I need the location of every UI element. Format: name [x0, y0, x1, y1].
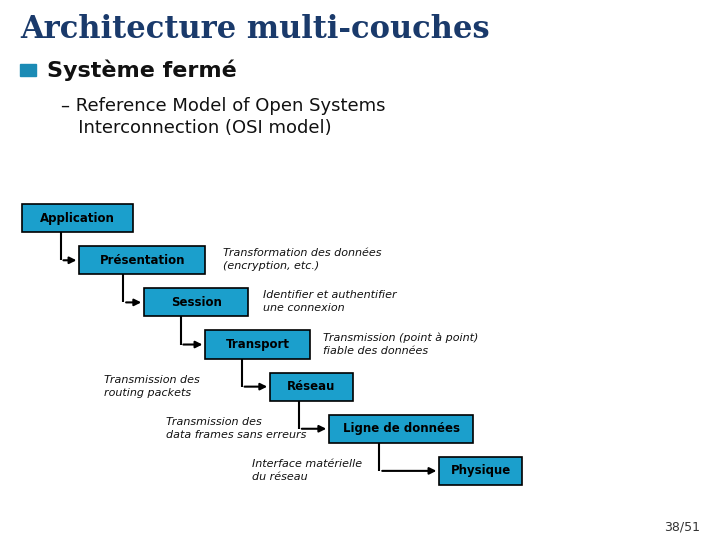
Text: Présentation: Présentation: [99, 254, 185, 267]
Text: Transformation des données
(encryption, etc.): Transformation des données (encryption, …: [223, 248, 382, 271]
FancyBboxPatch shape: [79, 246, 205, 274]
Text: Architecture multi-couches: Architecture multi-couches: [20, 14, 490, 44]
Text: Interface matérielle
du réseau: Interface matérielle du réseau: [252, 459, 362, 482]
Text: Physique: Physique: [451, 464, 510, 477]
Text: Session: Session: [171, 296, 222, 309]
Text: Système fermé: Système fermé: [47, 59, 237, 81]
Text: Transport: Transport: [225, 338, 289, 351]
Text: Ligne de données: Ligne de données: [343, 422, 459, 435]
Text: Application: Application: [40, 212, 114, 225]
FancyBboxPatch shape: [205, 330, 310, 359]
FancyBboxPatch shape: [144, 288, 248, 316]
FancyBboxPatch shape: [270, 373, 353, 401]
FancyBboxPatch shape: [20, 64, 36, 76]
Text: Transmission (point à point)
fiable des données: Transmission (point à point) fiable des …: [323, 332, 478, 356]
Text: – Reference Model of Open Systems: – Reference Model of Open Systems: [61, 97, 386, 115]
Text: 38/51: 38/51: [664, 521, 700, 534]
Text: Interconnection (OSI model): Interconnection (OSI model): [61, 119, 332, 137]
Text: Identifier et authentifier
une connexion: Identifier et authentifier une connexion: [263, 291, 397, 313]
Text: Transmission des
routing packets: Transmission des routing packets: [104, 375, 200, 397]
Text: Transmission des
data frames sans erreurs: Transmission des data frames sans erreur…: [166, 417, 306, 440]
Text: Réseau: Réseau: [287, 380, 336, 393]
FancyBboxPatch shape: [22, 204, 133, 232]
FancyBboxPatch shape: [439, 457, 522, 485]
FancyBboxPatch shape: [329, 415, 473, 443]
